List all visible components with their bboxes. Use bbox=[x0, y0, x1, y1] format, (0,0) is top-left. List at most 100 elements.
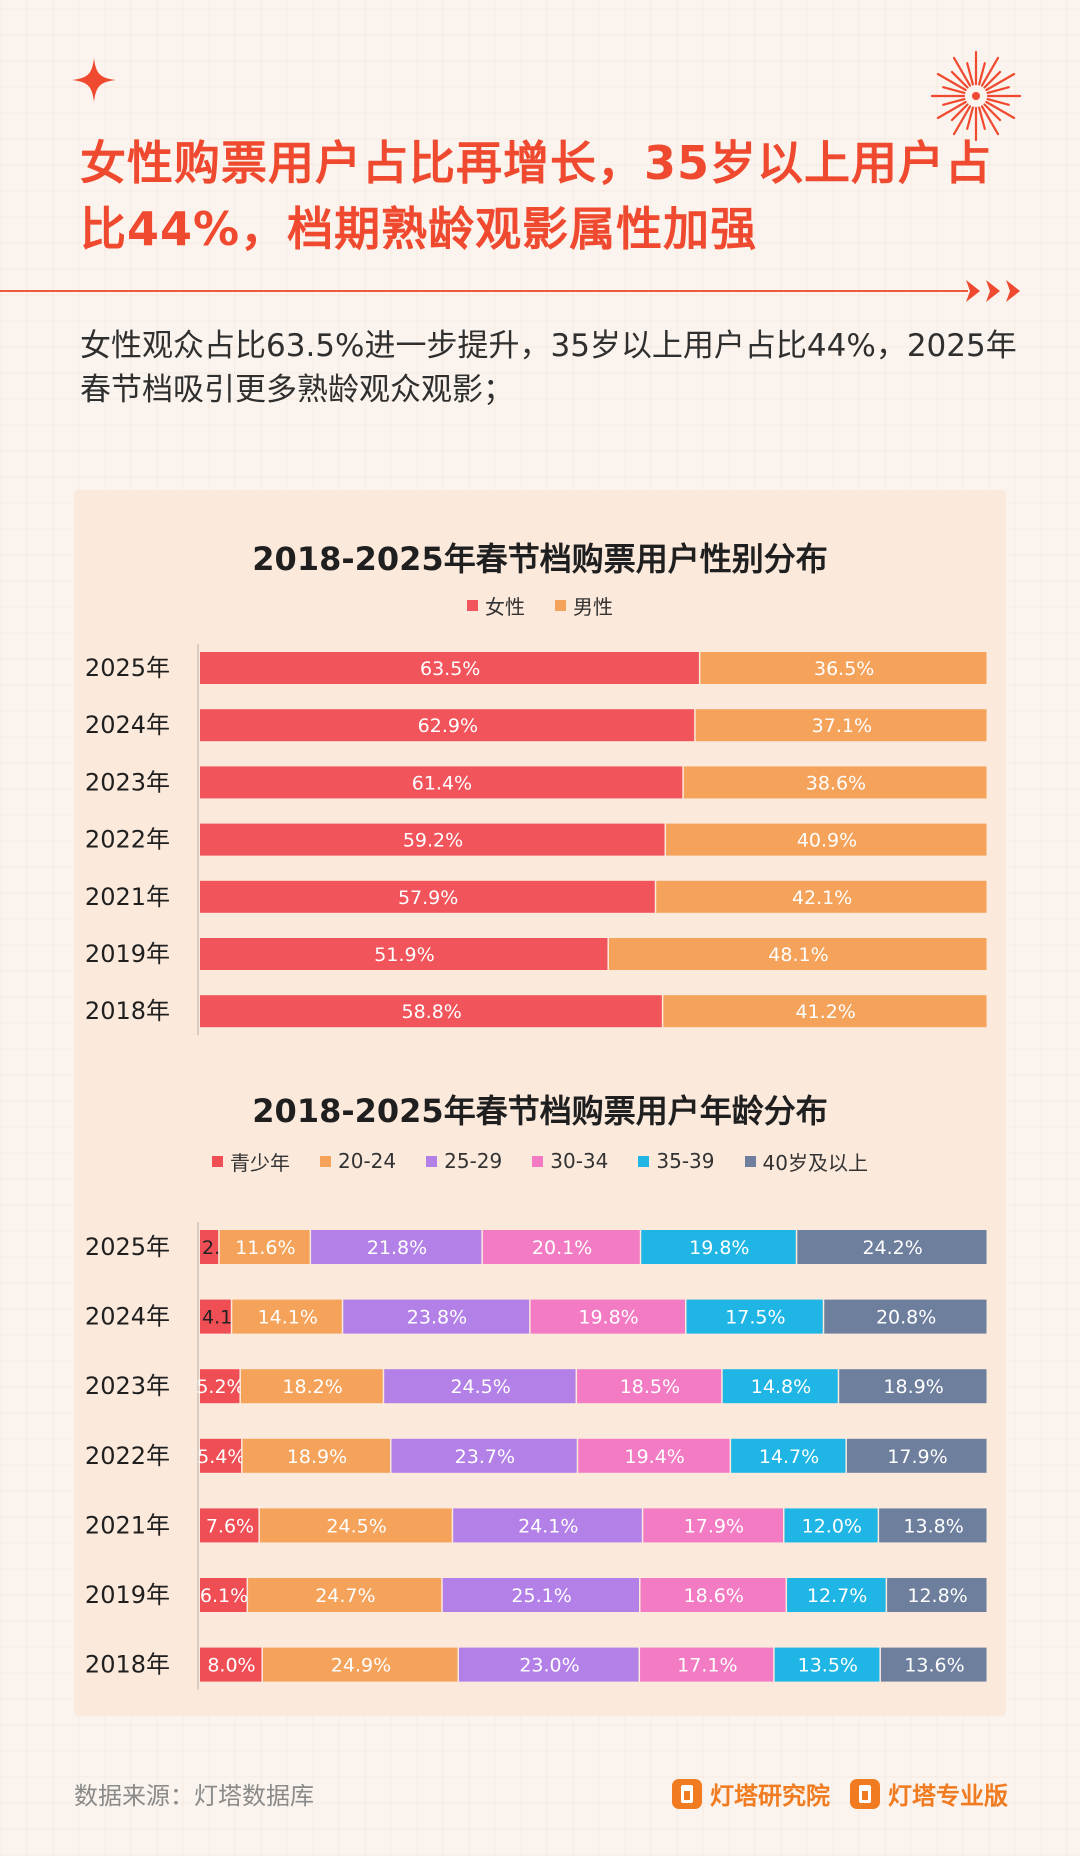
bar-segment bbox=[200, 1299, 231, 1334]
intro-text: 女性观众占比63.5%进一步提升，35岁以上用户占比44%，2025年春节档吸引… bbox=[80, 328, 1017, 408]
data-label: 42.1% bbox=[792, 887, 852, 909]
bar-segment bbox=[666, 823, 987, 856]
bar-segment bbox=[248, 1578, 442, 1612]
data-label: 12.7% bbox=[807, 1585, 867, 1607]
data-label: 38.6% bbox=[806, 772, 866, 794]
burst-ray bbox=[983, 103, 1002, 122]
bar-segment bbox=[200, 995, 662, 1028]
data-label: 6.1% bbox=[200, 1585, 248, 1607]
bar-segment bbox=[200, 1647, 262, 1682]
bar-segment bbox=[879, 1508, 987, 1543]
legend-swatch bbox=[467, 599, 478, 611]
data-label: 17.9% bbox=[887, 1446, 947, 1468]
data-label: 21.8% bbox=[367, 1237, 427, 1259]
bar-segment bbox=[391, 1438, 577, 1473]
data-label: 61.4% bbox=[412, 772, 472, 794]
brand-pro: 灯塔专业版 bbox=[850, 1776, 1008, 1811]
data-label: 19.8% bbox=[578, 1307, 638, 1329]
legend-swatch bbox=[212, 1155, 224, 1167]
bar-segment bbox=[880, 1647, 987, 1682]
bar-segment bbox=[641, 1230, 796, 1264]
age-chart-title: 2018-2025年春节档购票用户年龄分布 bbox=[252, 1092, 828, 1130]
data-label: 57.9% bbox=[398, 887, 458, 909]
bar-segment bbox=[643, 1508, 783, 1543]
data-label: 24.1% bbox=[518, 1515, 578, 1537]
data-label: 24.9% bbox=[331, 1655, 391, 1677]
bar-segment bbox=[200, 1369, 240, 1404]
data-label: 25.1% bbox=[511, 1585, 571, 1607]
data-label: 8.0% bbox=[207, 1655, 255, 1677]
bar-segment bbox=[200, 938, 608, 970]
data-label: 11.6% bbox=[235, 1237, 295, 1259]
bar-segment bbox=[200, 709, 695, 742]
data-label: 19.4% bbox=[624, 1446, 684, 1468]
legend-item-female: 女性 bbox=[467, 591, 525, 620]
y-tick-label: 2025年 bbox=[85, 1233, 170, 1261]
legend-label: 女性 bbox=[485, 594, 525, 619]
bar-segment bbox=[200, 1230, 219, 1264]
bar-segment bbox=[683, 766, 987, 799]
y-tick-label: 2022年 bbox=[85, 1442, 170, 1470]
bar-segment bbox=[695, 709, 987, 742]
data-label: 18.6% bbox=[684, 1585, 744, 1607]
bar-segment bbox=[259, 1508, 452, 1543]
y-tick-label: 2022年 bbox=[85, 826, 170, 854]
bar-segment bbox=[577, 1369, 722, 1404]
y-tick-label: 2021年 bbox=[85, 883, 170, 911]
legend-swatch bbox=[320, 1155, 332, 1167]
bar-segment bbox=[722, 1369, 838, 1404]
legend-label: 青少年 bbox=[230, 1150, 291, 1175]
y-tick-label: 2023年 bbox=[85, 1372, 170, 1400]
bar-segment bbox=[311, 1230, 482, 1264]
bar-segment bbox=[343, 1299, 530, 1334]
data-label: 19.8% bbox=[689, 1237, 749, 1259]
data-label: 24.7% bbox=[315, 1585, 375, 1607]
bar-segment bbox=[242, 1438, 390, 1473]
burst-ray bbox=[936, 72, 967, 92]
data-label: 17.1% bbox=[677, 1655, 737, 1677]
data-label: 20.8% bbox=[876, 1307, 936, 1329]
bar-segment bbox=[774, 1647, 880, 1682]
bar-segment bbox=[787, 1578, 886, 1612]
bar-segment bbox=[656, 880, 987, 913]
data-label: 62.9% bbox=[418, 715, 478, 737]
data-label: 13.5% bbox=[798, 1655, 858, 1677]
y-tick-label: 2024年 bbox=[85, 711, 170, 739]
bar-segment bbox=[458, 1647, 639, 1682]
firework-burst-icon bbox=[930, 50, 1022, 142]
burst-ray bbox=[950, 70, 969, 89]
burst-ray bbox=[980, 105, 1000, 136]
data-label: 41.2% bbox=[795, 1001, 855, 1023]
gender-chart-legend: 女性 男性 bbox=[74, 590, 1006, 620]
bar-segment bbox=[262, 1647, 458, 1682]
data-label: 37.1% bbox=[812, 715, 872, 737]
bar-segment bbox=[232, 1299, 342, 1334]
bar-segment bbox=[663, 995, 987, 1028]
burst-ray bbox=[952, 56, 972, 87]
data-label: 7.6% bbox=[206, 1515, 254, 1537]
legend-label: 35-39 bbox=[656, 1149, 715, 1173]
data-label: 59.2% bbox=[403, 830, 463, 852]
bar-segment bbox=[846, 1438, 987, 1473]
data-label: 18.9% bbox=[883, 1376, 943, 1398]
data-label: 5.4% bbox=[197, 1446, 245, 1468]
burst-center bbox=[972, 92, 980, 100]
lighthouse-logo-icon bbox=[672, 1778, 702, 1809]
legend-swatch bbox=[744, 1155, 756, 1167]
burst-ray bbox=[986, 86, 1010, 94]
data-label: 18.9% bbox=[287, 1446, 347, 1468]
bar-segment bbox=[530, 1299, 685, 1334]
burst-ray bbox=[980, 56, 1000, 87]
data-label: 14.8% bbox=[751, 1376, 811, 1398]
charts-panel: 2018-2025年春节档购票用户性别分布 女性 男性 2025年 63.5% 36… bbox=[74, 490, 1006, 1716]
y-tick-label: 2023年 bbox=[85, 768, 170, 796]
data-label: 17.5% bbox=[725, 1307, 785, 1329]
bar-segment bbox=[200, 652, 699, 684]
data-label: 51.9% bbox=[374, 944, 434, 966]
data-label: 12.0% bbox=[802, 1515, 862, 1537]
data-label: 23.0% bbox=[519, 1655, 579, 1677]
bar-segment bbox=[784, 1508, 878, 1543]
data-label: 17.9% bbox=[684, 1515, 744, 1537]
burst-ray bbox=[966, 106, 974, 130]
data-label: 20.1% bbox=[532, 1237, 592, 1259]
